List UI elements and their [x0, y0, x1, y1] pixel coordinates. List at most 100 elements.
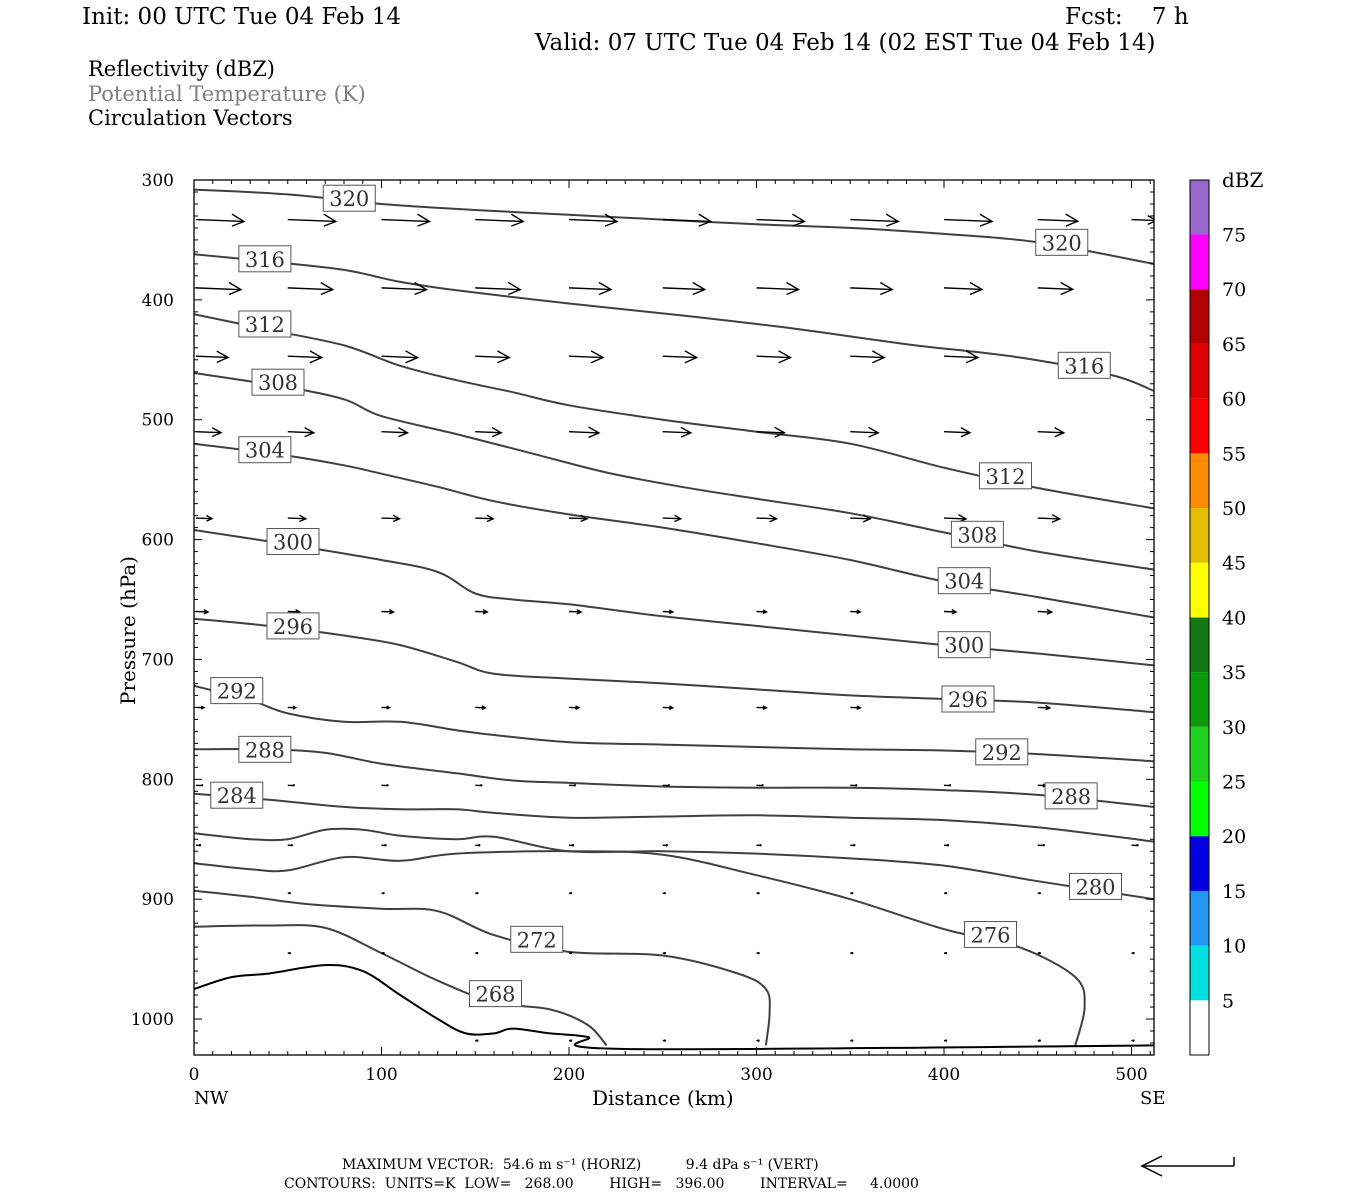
circulation-vector [756, 951, 760, 955]
y-tick-label: 400 [142, 291, 174, 311]
colorbar-label: 45 [1222, 553, 1246, 575]
circulation-vector [1037, 951, 1041, 955]
colorbar-label: 25 [1222, 772, 1246, 794]
circulation-vector [756, 350, 793, 364]
svg-text:280: 280 [1075, 875, 1115, 899]
circulation-vector [756, 1039, 760, 1042]
theta-contour-296 [194, 617, 1154, 714]
circulation-vector [475, 281, 522, 296]
circulation-vector [850, 844, 856, 847]
colorbar-label: 20 [1222, 826, 1246, 848]
colorbar-label: 75 [1222, 225, 1246, 247]
circulation-vector [662, 350, 699, 364]
circulation-vector [662, 844, 668, 847]
circulation-vector [568, 1039, 573, 1042]
colorbar-bin [1190, 398, 1209, 454]
colorbar-bin [1190, 781, 1209, 837]
circulation-vector [1037, 1039, 1041, 1042]
circulation-vector [756, 281, 801, 296]
svg-text:296: 296 [948, 688, 988, 712]
plot-frame [193, 179, 1155, 1056]
contour-label-312: 312 [979, 462, 1032, 490]
contour-label-288: 288 [238, 735, 292, 763]
circulation-vector [287, 281, 335, 296]
svg-text:288: 288 [1051, 785, 1091, 809]
contour-label-304: 304 [238, 436, 292, 464]
circulation-vector [381, 705, 392, 710]
circulation-vector [662, 784, 670, 787]
circulation-vector [943, 844, 950, 847]
colorbar-bin [1190, 836, 1209, 891]
svg-text:296: 296 [273, 615, 313, 639]
y-tick-label: 900 [142, 890, 174, 910]
contour-label-304: 304 [937, 567, 991, 595]
circulation-vector [287, 951, 291, 955]
colorbar-bin [1190, 289, 1209, 344]
circulation-vector [287, 514, 308, 523]
colorbar-bin [1190, 945, 1209, 1001]
circulation-vector [850, 891, 854, 895]
field-reflectivity: Reflectivity (dBZ) [88, 57, 276, 81]
colorbar-bin [1190, 890, 1209, 946]
circulation-vector [756, 609, 769, 615]
theta-contour-288 [194, 748, 1154, 808]
svg-text:292: 292 [217, 680, 257, 704]
colorbar-frame [1189, 179, 1210, 1056]
svg-text:320: 320 [1042, 231, 1082, 255]
y-tick-label: 800 [142, 770, 174, 790]
circulation-vector [662, 514, 683, 523]
circulation-vector [195, 281, 243, 296]
circulation-vector [662, 891, 666, 895]
x-tick-label: 400 [928, 1065, 960, 1085]
circulation-vector [850, 705, 862, 710]
contour-label-292: 292 [210, 677, 264, 705]
left-endpoint-label: NW [194, 1088, 229, 1109]
contour-label-300: 300 [266, 528, 320, 556]
circulation-vector [1131, 844, 1139, 847]
svg-text:300: 300 [944, 634, 984, 658]
svg-text:292: 292 [982, 741, 1022, 765]
contour-label-280: 280 [1069, 872, 1122, 900]
circulation-vector [287, 213, 338, 227]
circulation-vector [662, 1039, 666, 1042]
colorbar-label: 50 [1222, 498, 1246, 520]
colorbar-bin [1190, 1000, 1209, 1055]
svg-text:312: 312 [985, 465, 1025, 489]
svg-text:268: 268 [475, 983, 515, 1007]
colorbar-label: 10 [1222, 936, 1246, 958]
circulation-vector [381, 213, 432, 227]
colorbar-label: 30 [1222, 717, 1246, 739]
circulation-vector [381, 609, 396, 615]
colorbar-bin [1190, 508, 1209, 563]
svg-text:312: 312 [245, 313, 285, 337]
circulation-vector [568, 213, 619, 227]
contour-info: CONTOURS: UNITS=K LOW= 268.00 HIGH= 396.… [284, 1176, 919, 1192]
circulation-vector [195, 514, 214, 522]
circulation-vector [850, 784, 858, 787]
contour-label-296: 296 [941, 685, 995, 713]
circulation-vector [475, 951, 479, 955]
circulation-vector [850, 514, 872, 523]
circulation-vector [568, 951, 573, 955]
contour-label-276: 276 [964, 921, 1017, 949]
circulation-vector [287, 427, 316, 438]
svg-text:316: 316 [1064, 354, 1104, 378]
colorbar-label: 40 [1222, 607, 1246, 629]
colorbar-label: 65 [1222, 334, 1246, 356]
x-tick-label: 100 [365, 1065, 397, 1085]
circulation-vector [943, 1039, 948, 1042]
y-tick-label: 700 [142, 650, 174, 670]
circulation-vector [381, 427, 410, 438]
circulation-vector [662, 281, 707, 296]
colorbar-label: 60 [1222, 389, 1246, 411]
colorbar-bin [1190, 562, 1209, 618]
circulation-vector [850, 1039, 854, 1042]
x-tick-label: 0 [189, 1065, 200, 1085]
contour-label-268: 268 [469, 980, 522, 1008]
circulation-vector [381, 784, 389, 787]
circulation-vector [568, 514, 589, 523]
theta-contour-272 [194, 889, 771, 1046]
circulation-vector [850, 426, 880, 438]
y-tick-label: 300 [142, 171, 174, 191]
circulation-vector [756, 705, 769, 710]
